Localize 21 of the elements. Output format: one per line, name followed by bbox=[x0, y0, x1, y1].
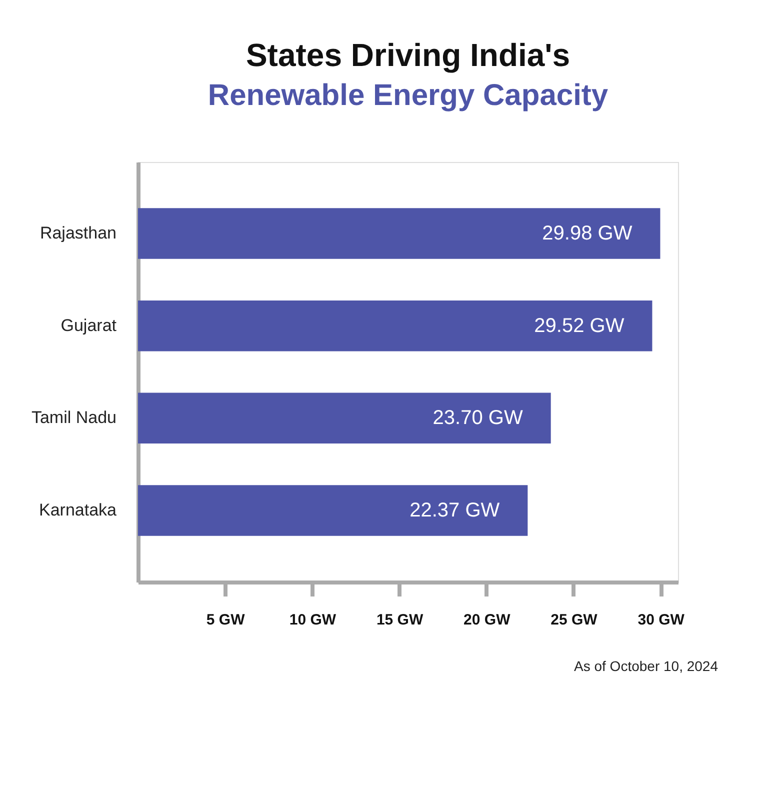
x-tick-label: 30 GW bbox=[638, 612, 686, 628]
y-tick-label: Tamil Nadu bbox=[31, 408, 116, 428]
y-tick-label: Gujarat bbox=[60, 316, 117, 335]
bar bbox=[138, 208, 660, 259]
data-label: 23.70 GW bbox=[432, 407, 523, 430]
x-tick-label: 20 GW bbox=[464, 612, 512, 628]
data-label: 22.37 GW bbox=[410, 499, 500, 522]
y-tick-label: Karnataka bbox=[39, 500, 118, 520]
bar bbox=[138, 300, 652, 352]
chart-subtitle: Renewable Energy Capacity bbox=[208, 79, 608, 112]
data-label: 29.52 GW bbox=[534, 314, 624, 337]
bar bbox=[138, 485, 528, 536]
text: As of October 10, 2024 bbox=[574, 658, 718, 674]
bar bbox=[138, 392, 551, 444]
data-label: 29.98 GW bbox=[542, 222, 632, 245]
y-tick-label: Rajasthan bbox=[40, 224, 116, 243]
chart-title: States Driving India's bbox=[246, 37, 570, 73]
x-tick-label: 15 GW bbox=[376, 612, 424, 628]
x-tick-label: 25 GW bbox=[550, 612, 598, 628]
x-tick-label: 5 GW bbox=[206, 612, 246, 628]
x-tick-label: 10 GW bbox=[289, 612, 337, 628]
